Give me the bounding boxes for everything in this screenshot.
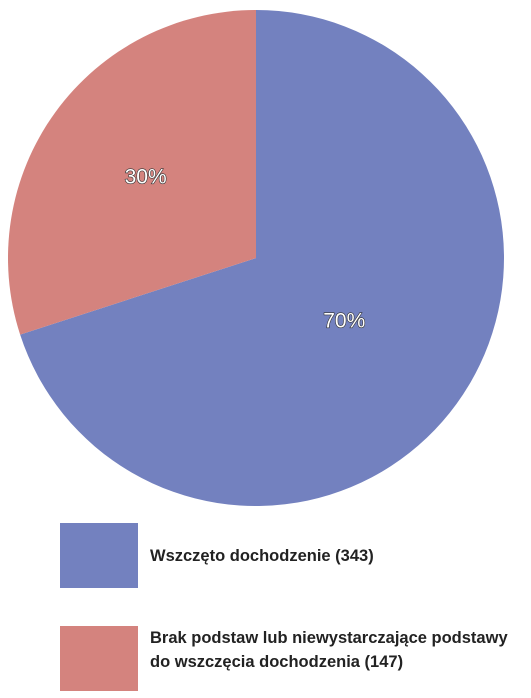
legend-swatch bbox=[60, 523, 138, 588]
legend-label: Wszczęto dochodzenie (343) bbox=[150, 546, 374, 565]
chart: 70% 30% bbox=[7, 10, 504, 506]
legend-item: Brak podstaw lub niewystarczające podsta… bbox=[60, 626, 530, 691]
data-label: 30% bbox=[125, 165, 167, 188]
data-label: 70% bbox=[323, 310, 365, 333]
legend-item: Wszczęto dochodzenie (343) bbox=[60, 523, 530, 588]
legend-swatch bbox=[60, 626, 138, 691]
pie-slice bbox=[20, 10, 504, 506]
legend-label: Brak podstaw lub niewystarczające podsta… bbox=[150, 629, 508, 671]
pie-slice bbox=[7, 10, 256, 335]
